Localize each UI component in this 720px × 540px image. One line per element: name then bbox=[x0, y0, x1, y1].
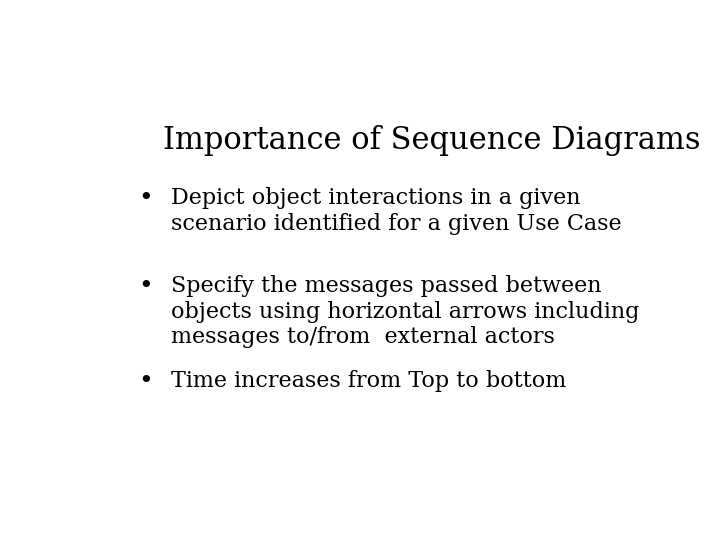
Text: Depict object interactions in a given: Depict object interactions in a given bbox=[171, 187, 580, 210]
Text: Importance of Sequence Diagrams: Importance of Sequence Diagrams bbox=[163, 125, 700, 156]
Text: •: • bbox=[138, 275, 153, 298]
Text: Time increases from Top to bottom: Time increases from Top to bottom bbox=[171, 370, 566, 393]
Text: •: • bbox=[138, 370, 153, 394]
Text: objects using horizontal arrows including: objects using horizontal arrows includin… bbox=[171, 301, 639, 322]
Text: messages to/from  external actors: messages to/from external actors bbox=[171, 326, 555, 348]
Text: •: • bbox=[138, 187, 153, 211]
Text: Specify the messages passed between: Specify the messages passed between bbox=[171, 275, 601, 297]
Text: scenario identified for a given Use Case: scenario identified for a given Use Case bbox=[171, 213, 621, 235]
